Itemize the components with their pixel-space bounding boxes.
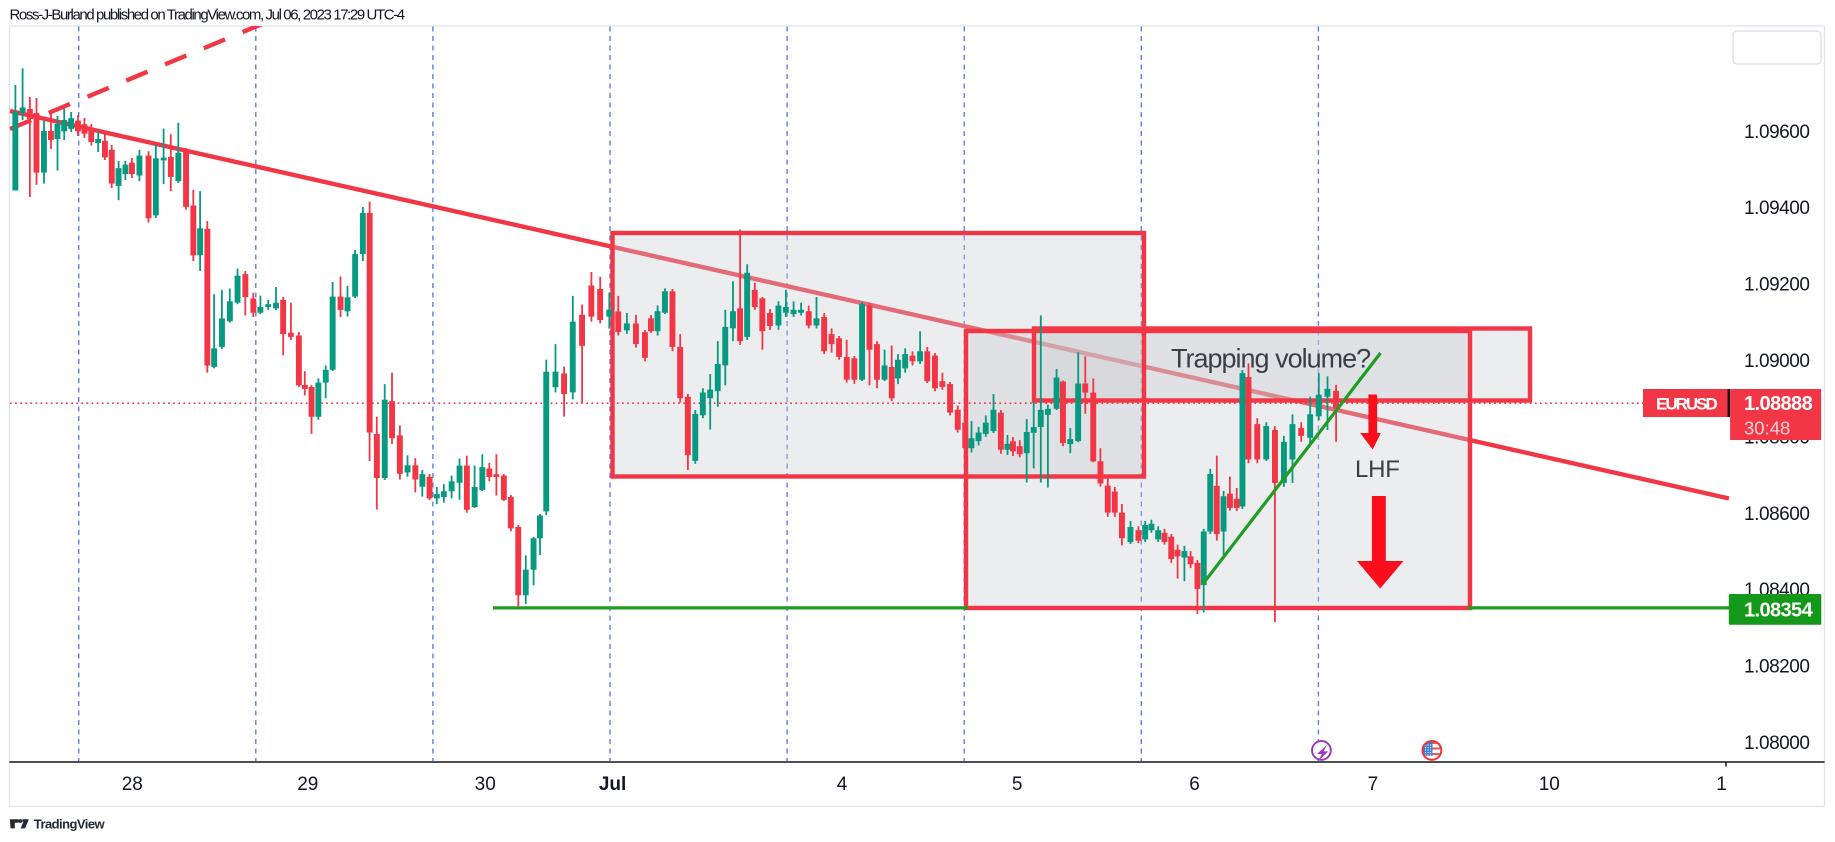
svg-text:1.09000: 1.09000 [1744,351,1810,372]
svg-text:Ross-J-Burland published on Tr: Ross-J-Burland published on TradingView.… [10,7,405,24]
svg-text:30:48: 30:48 [1744,418,1790,439]
svg-text:7: 7 [1368,774,1379,795]
svg-text:1.09600: 1.09600 [1744,122,1810,143]
svg-text:1.08000: 1.08000 [1744,733,1810,754]
svg-text:1.08600: 1.08600 [1744,504,1810,525]
svg-text:1.08354: 1.08354 [1744,600,1814,622]
svg-text:LHF: LHF [1355,456,1400,483]
svg-text:1.08200: 1.08200 [1744,657,1810,678]
svg-text:1.09400: 1.09400 [1744,198,1810,219]
svg-text:TradingView: TradingView [34,817,106,832]
svg-text:Jul: Jul [599,774,626,795]
svg-text:28: 28 [122,774,143,795]
svg-text:30: 30 [475,774,496,795]
svg-text:1.08888: 1.08888 [1744,393,1813,415]
svg-text:4: 4 [837,774,848,795]
svg-text:29: 29 [297,774,318,795]
svg-text:EURUSD: EURUSD [1656,395,1718,414]
svg-text:6: 6 [1189,774,1200,795]
svg-text:Trapping volume?: Trapping volume? [1171,344,1371,374]
svg-text:10: 10 [1539,774,1560,795]
svg-text:5: 5 [1012,774,1023,795]
svg-text:1: 1 [1716,774,1727,795]
svg-text:1.09200: 1.09200 [1744,275,1810,296]
